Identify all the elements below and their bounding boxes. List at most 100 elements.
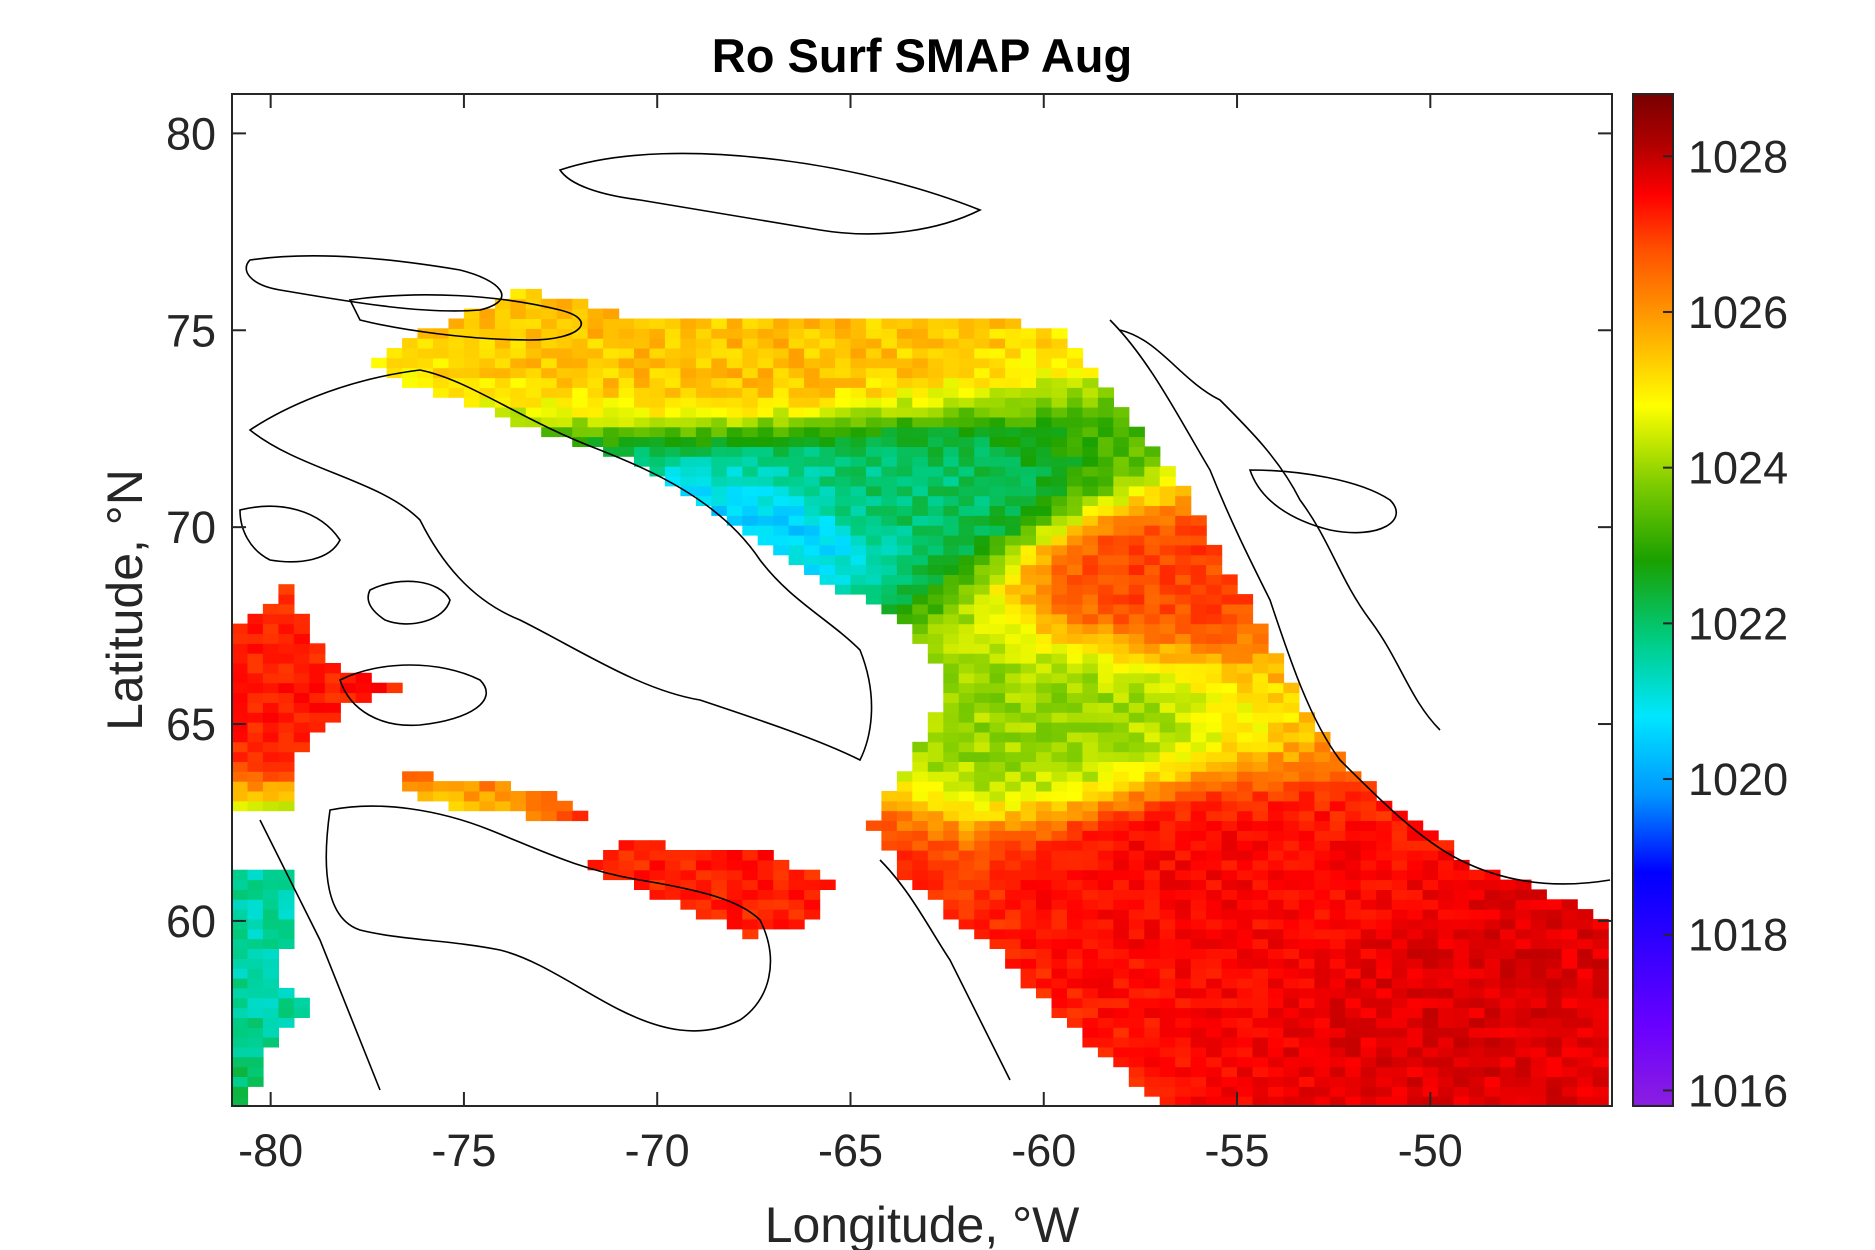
heatmap-cell	[278, 722, 295, 733]
heatmap-cell	[989, 761, 1006, 772]
heatmap-cell	[1036, 879, 1053, 890]
heatmap-cell	[309, 663, 326, 674]
heatmap-cell	[1329, 978, 1346, 989]
heatmap-cell	[1252, 643, 1269, 654]
heatmap-cell	[958, 869, 975, 881]
heatmap-cell	[1453, 859, 1470, 871]
heatmap-cell	[788, 525, 805, 536]
heatmap-cell	[680, 338, 697, 349]
heatmap-cell	[603, 436, 620, 447]
heatmap-cell	[1051, 623, 1068, 634]
heatmap-cell	[1314, 791, 1331, 802]
heatmap-cell	[1376, 1056, 1393, 1068]
heatmap-cell	[1237, 1017, 1254, 1028]
heatmap-cell	[1082, 623, 1099, 634]
heatmap-cell	[448, 328, 465, 339]
heatmap-cell	[881, 357, 898, 369]
heatmap-cell	[1206, 879, 1223, 890]
x-tick-label: -70	[625, 1125, 690, 1176]
heatmap-cell	[556, 308, 573, 319]
heatmap-cell	[1237, 1076, 1254, 1087]
heatmap-cell	[912, 554, 929, 566]
heatmap-cell	[1469, 1007, 1486, 1018]
heatmap-cell	[835, 357, 852, 369]
heatmap-cell	[1515, 968, 1532, 979]
heatmap-cell	[1020, 830, 1037, 841]
heatmap-cell	[649, 407, 666, 418]
heatmap-cell	[989, 485, 1006, 497]
heatmap-cell	[1005, 830, 1022, 841]
heatmap-cell	[773, 485, 790, 497]
heatmap-cell	[1407, 1046, 1424, 1058]
heatmap-cell	[912, 751, 929, 762]
heatmap-cell	[232, 928, 249, 940]
heatmap-cell	[1067, 348, 1084, 359]
heatmap-cell	[974, 584, 991, 595]
heatmap-cell	[355, 692, 372, 703]
heatmap-cell	[1175, 869, 1192, 881]
heatmap-cell	[1298, 1037, 1315, 1048]
heatmap-cell	[1082, 535, 1099, 546]
heatmap-cell	[587, 387, 604, 398]
heatmap-cell	[865, 357, 882, 369]
heatmap-cell	[664, 879, 681, 890]
heatmap-cell	[1036, 987, 1053, 999]
heatmap-cell	[1391, 1086, 1408, 1097]
heatmap-cell	[1128, 663, 1145, 674]
heatmap-cell	[1592, 1076, 1609, 1087]
heatmap-cell	[896, 594, 913, 605]
heatmap-cell	[1175, 1086, 1192, 1097]
heatmap-cell	[1128, 564, 1145, 575]
heatmap-cell	[1484, 1037, 1501, 1048]
heatmap-cell	[835, 476, 852, 487]
heatmap-cell	[989, 810, 1006, 822]
heatmap-cell	[1252, 731, 1269, 743]
heatmap-cell	[232, 948, 249, 959]
heatmap-cell	[1252, 1076, 1269, 1087]
heatmap-cell	[1020, 544, 1037, 556]
heatmap-cell	[1314, 938, 1331, 949]
heatmap-cell	[262, 603, 279, 615]
heatmap-cell	[1113, 1037, 1130, 1048]
heatmap-cell	[1051, 328, 1068, 339]
heatmap-cell	[1221, 928, 1238, 940]
heatmap-cell	[1036, 328, 1053, 339]
heatmap-cell	[1067, 407, 1084, 418]
heatmap-cell	[1438, 1056, 1455, 1068]
heatmap-cell	[1190, 574, 1207, 585]
heatmap-cell	[989, 554, 1006, 566]
heatmap-cell	[1097, 397, 1114, 408]
heatmap-cell	[1360, 791, 1377, 802]
heatmap-cell	[819, 318, 836, 329]
heatmap-cell	[510, 338, 527, 349]
heatmap-cell	[943, 840, 960, 851]
heatmap-cell	[1592, 978, 1609, 989]
heatmap-cell	[1051, 928, 1068, 940]
heatmap-cell	[912, 584, 929, 595]
heatmap-cell	[649, 338, 666, 349]
heatmap-cell	[1067, 603, 1084, 615]
heatmap-cell	[1206, 830, 1223, 841]
heatmap-cell	[1345, 1037, 1362, 1048]
heatmap-cell	[1005, 446, 1022, 457]
heatmap-cell	[927, 338, 944, 349]
heatmap-cell	[525, 338, 542, 349]
heatmap-cell	[1051, 643, 1068, 654]
heatmap-cell	[896, 535, 913, 546]
heatmap-cell	[1082, 928, 1099, 940]
heatmap-cell	[1268, 722, 1285, 733]
heatmap-cell	[804, 338, 821, 349]
heatmap-cell	[1453, 968, 1470, 979]
heatmap-cell	[247, 889, 264, 900]
heatmap-cell	[1082, 938, 1099, 949]
heatmap-cell	[1190, 653, 1207, 664]
heatmap-cell	[773, 407, 790, 418]
heatmap-cell	[788, 544, 805, 556]
heatmap-cell	[1144, 485, 1161, 497]
heatmap-cell	[1190, 958, 1207, 969]
heatmap-cell	[989, 919, 1006, 930]
heatmap-cell	[510, 377, 527, 388]
heatmap-cell	[1376, 820, 1393, 831]
heatmap-cell	[1082, 702, 1099, 713]
heatmap-cell	[943, 820, 960, 831]
